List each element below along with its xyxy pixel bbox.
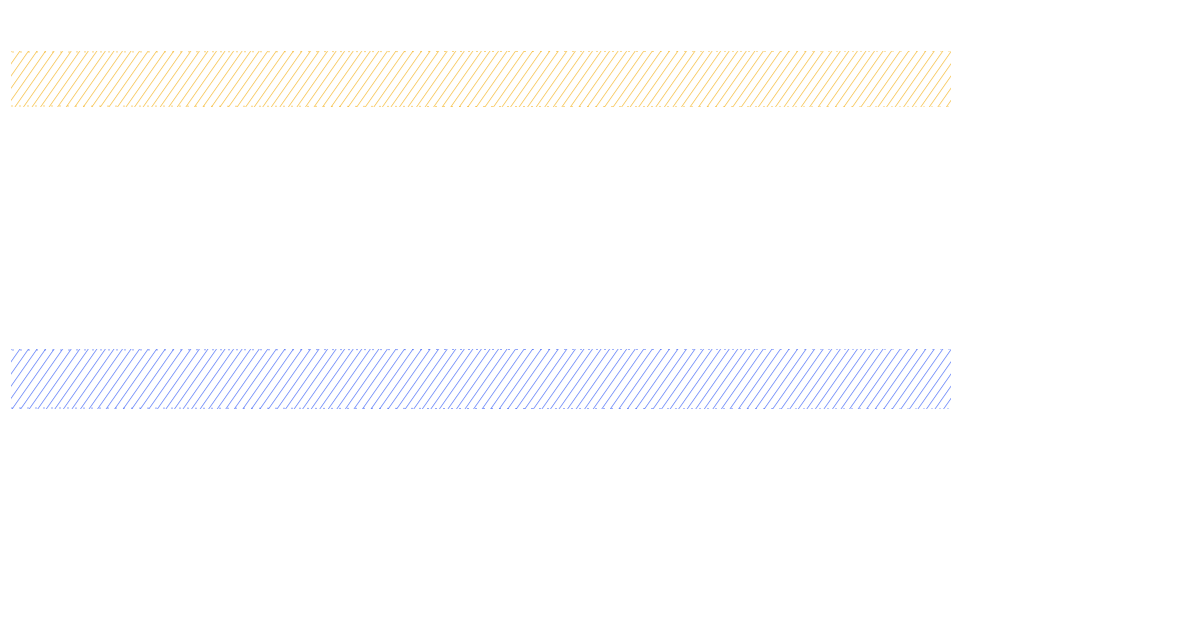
hatched-bar-yellow[interactable]	[11, 51, 951, 107]
hatched-rectangle-icon	[11, 51, 951, 107]
hatched-bar-blue[interactable]	[11, 349, 951, 409]
hatched-rectangle-icon	[11, 349, 951, 409]
